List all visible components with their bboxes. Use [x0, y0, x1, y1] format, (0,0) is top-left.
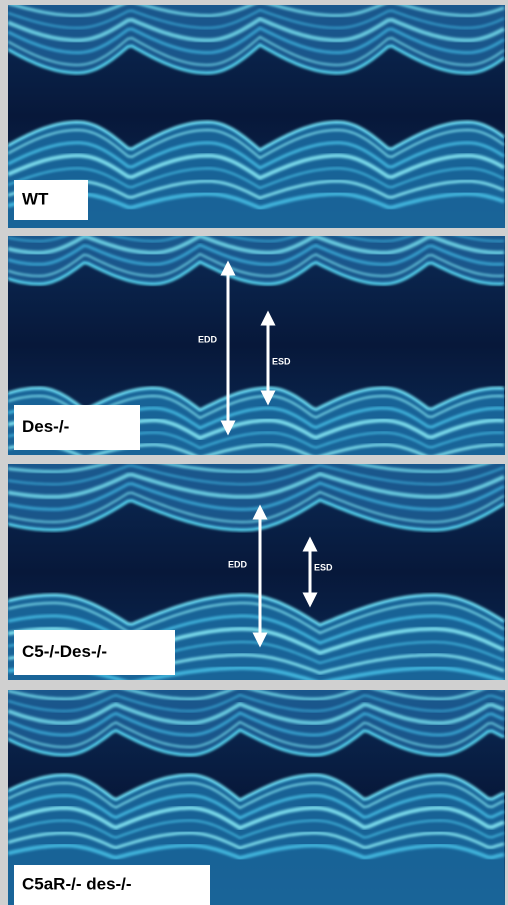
measure-label: EDD	[228, 559, 248, 569]
echo-panel: C5-/-Des-/- EDD ESD	[8, 456, 505, 683]
figure: WT Des-/- EDD ESD C5-/-Des-/- EDD ESD C5aR-/- d…	[0, 0, 508, 905]
panel-label: C5aR-/- des-/-	[22, 874, 132, 893]
echo-panel: Des-/- EDD ESD	[8, 218, 505, 468]
echo-panel: C5aR-/- des-/-	[8, 686, 505, 905]
panels: WT Des-/- EDD ESD C5-/-Des-/- EDD ESD C5aR-/- d…	[8, 1, 505, 905]
measure-label: EDD	[198, 334, 218, 344]
panel-label: C5-/-Des-/-	[22, 642, 107, 661]
measure-label: ESD	[314, 562, 333, 572]
echo-panel: WT	[8, 1, 505, 228]
panel-label: WT	[22, 189, 49, 208]
measure-label: ESD	[272, 356, 291, 366]
panel-label: Des-/-	[22, 417, 69, 436]
